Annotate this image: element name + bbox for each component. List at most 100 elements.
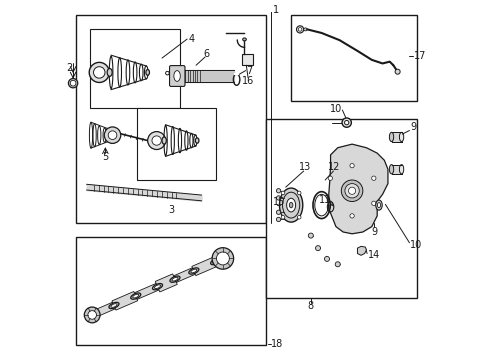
Polygon shape bbox=[214, 252, 231, 265]
Ellipse shape bbox=[212, 260, 218, 264]
Bar bbox=[76, 15, 265, 223]
Ellipse shape bbox=[348, 187, 355, 194]
Ellipse shape bbox=[145, 69, 149, 75]
Circle shape bbox=[349, 214, 353, 218]
Bar bbox=[391, 165, 401, 174]
Circle shape bbox=[281, 216, 284, 219]
Ellipse shape bbox=[154, 285, 160, 288]
Circle shape bbox=[315, 246, 320, 251]
Ellipse shape bbox=[172, 277, 178, 281]
Ellipse shape bbox=[289, 202, 292, 208]
Ellipse shape bbox=[188, 268, 199, 274]
Circle shape bbox=[276, 210, 280, 215]
Ellipse shape bbox=[111, 304, 117, 307]
Text: 3: 3 bbox=[167, 206, 174, 216]
Circle shape bbox=[349, 163, 353, 168]
Circle shape bbox=[297, 216, 301, 219]
Text: 8: 8 bbox=[307, 301, 313, 311]
Text: 9: 9 bbox=[409, 122, 415, 132]
Text: 13: 13 bbox=[298, 162, 310, 172]
Polygon shape bbox=[191, 257, 217, 276]
Circle shape bbox=[296, 26, 303, 33]
Circle shape bbox=[104, 127, 121, 143]
Circle shape bbox=[327, 201, 332, 206]
FancyBboxPatch shape bbox=[169, 66, 184, 86]
Circle shape bbox=[308, 233, 313, 238]
Circle shape bbox=[335, 262, 340, 267]
Ellipse shape bbox=[344, 184, 359, 198]
Text: 17: 17 bbox=[413, 51, 425, 61]
Circle shape bbox=[88, 311, 96, 319]
Ellipse shape bbox=[388, 132, 393, 141]
Ellipse shape bbox=[170, 276, 180, 282]
Circle shape bbox=[70, 80, 76, 86]
Circle shape bbox=[84, 307, 100, 323]
Bar bbox=[76, 237, 265, 345]
Ellipse shape bbox=[279, 188, 302, 222]
Text: 18: 18 bbox=[271, 339, 283, 349]
Ellipse shape bbox=[174, 71, 180, 81]
Circle shape bbox=[297, 191, 301, 195]
Text: 14: 14 bbox=[367, 249, 380, 260]
Text: 16: 16 bbox=[242, 76, 254, 86]
Circle shape bbox=[93, 67, 105, 78]
Bar bbox=[391, 132, 401, 141]
Ellipse shape bbox=[286, 198, 295, 212]
Ellipse shape bbox=[109, 302, 119, 309]
Circle shape bbox=[89, 62, 109, 82]
Ellipse shape bbox=[195, 138, 199, 143]
Circle shape bbox=[324, 256, 329, 261]
Text: 5: 5 bbox=[102, 152, 108, 162]
Ellipse shape bbox=[132, 294, 139, 298]
Text: 7: 7 bbox=[246, 66, 252, 76]
Polygon shape bbox=[112, 292, 138, 310]
Circle shape bbox=[371, 201, 375, 206]
Ellipse shape bbox=[399, 165, 403, 174]
Ellipse shape bbox=[210, 258, 220, 265]
Ellipse shape bbox=[344, 121, 348, 125]
Text: 12: 12 bbox=[327, 162, 340, 172]
Circle shape bbox=[371, 176, 375, 180]
Ellipse shape bbox=[377, 203, 380, 208]
Polygon shape bbox=[91, 302, 115, 318]
Polygon shape bbox=[328, 144, 387, 234]
Ellipse shape bbox=[162, 137, 166, 144]
Ellipse shape bbox=[152, 284, 162, 290]
Text: 10: 10 bbox=[409, 240, 422, 250]
Text: 15: 15 bbox=[272, 197, 285, 207]
Circle shape bbox=[108, 131, 117, 139]
Ellipse shape bbox=[107, 68, 112, 76]
Circle shape bbox=[216, 252, 229, 265]
Circle shape bbox=[152, 136, 161, 145]
Circle shape bbox=[276, 189, 280, 193]
Polygon shape bbox=[357, 246, 366, 255]
Bar bbox=[137, 108, 215, 180]
Ellipse shape bbox=[242, 38, 246, 41]
Circle shape bbox=[394, 69, 399, 74]
Circle shape bbox=[147, 132, 165, 149]
Text: 4: 4 bbox=[188, 34, 195, 44]
Text: 6: 6 bbox=[203, 49, 209, 59]
Ellipse shape bbox=[388, 165, 393, 174]
Circle shape bbox=[327, 176, 332, 180]
Polygon shape bbox=[155, 274, 177, 292]
Text: 10: 10 bbox=[329, 104, 342, 114]
Circle shape bbox=[281, 191, 284, 195]
Ellipse shape bbox=[341, 118, 351, 127]
Ellipse shape bbox=[375, 200, 382, 210]
Circle shape bbox=[298, 28, 301, 31]
Ellipse shape bbox=[341, 180, 362, 202]
Polygon shape bbox=[173, 268, 195, 283]
Polygon shape bbox=[134, 283, 159, 300]
Bar bbox=[290, 15, 416, 101]
Bar bbox=[90, 30, 180, 108]
Ellipse shape bbox=[303, 28, 306, 31]
Ellipse shape bbox=[399, 132, 403, 141]
Circle shape bbox=[212, 248, 233, 269]
Text: 1: 1 bbox=[273, 5, 279, 15]
Circle shape bbox=[276, 196, 280, 200]
Bar bbox=[242, 54, 252, 65]
Text: 9: 9 bbox=[370, 227, 377, 237]
Ellipse shape bbox=[130, 293, 141, 299]
Circle shape bbox=[276, 217, 280, 222]
